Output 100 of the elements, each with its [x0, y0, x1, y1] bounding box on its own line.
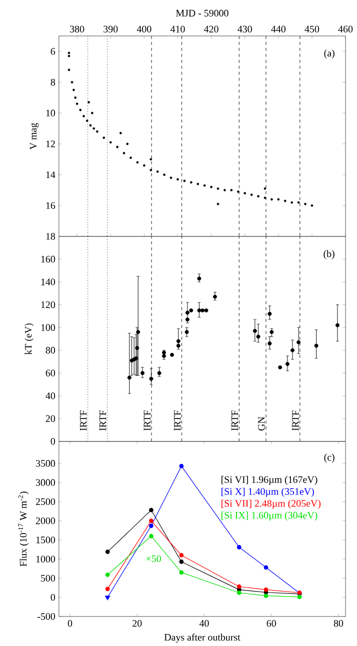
x-axis-title: Days after outburst [164, 634, 241, 643]
y-tick-label: 14 [46, 171, 56, 178]
point [237, 584, 242, 589]
y-tick-label: 3000 [36, 479, 56, 486]
point [186, 310, 190, 315]
ref-line-label: IRTF [292, 410, 299, 431]
point [296, 340, 301, 344]
point [179, 464, 184, 468]
y-tick-label: 100 [42, 324, 56, 331]
y-tick-label: -500 [38, 613, 56, 620]
point [253, 328, 258, 333]
ref-line-label: IRTF [232, 410, 238, 431]
point [176, 344, 181, 348]
point [336, 323, 340, 328]
point [106, 586, 110, 592]
y-tick-label: 40 [46, 392, 56, 400]
point [149, 376, 154, 381]
point [264, 587, 268, 592]
y-tick-label: 20 [46, 415, 56, 422]
ref-line-label: IRTF [144, 410, 151, 431]
x-tick-label: 410 [170, 26, 186, 32]
point [106, 572, 110, 577]
point [179, 560, 184, 564]
point [140, 371, 145, 376]
point [264, 594, 268, 598]
text: [Si VII] 2.48µm (205eV) [222, 500, 321, 509]
x-tick-label: 450 [304, 26, 320, 32]
point [278, 365, 282, 370]
y-tick-label: 120 [42, 301, 56, 308]
x-tick-label: 380 [70, 26, 84, 32]
y-tick-label: 0 [51, 594, 56, 601]
annotation: (c) [324, 454, 335, 463]
ref-line-label: IRTF [174, 410, 181, 431]
x-tick-label: 430 [238, 26, 252, 32]
point [149, 508, 154, 512]
x-tick-label: 0 [68, 620, 72, 627]
point [264, 565, 268, 570]
ref-line-label: GN [258, 416, 266, 431]
point [179, 570, 184, 575]
ref-line-label: IRTF [80, 410, 87, 431]
point [189, 308, 194, 312]
series-label: [Si X] 1.40µm (351eV) [222, 488, 314, 497]
y-tick-label: 2500 [36, 498, 56, 506]
x-tick-label: 60 [267, 620, 276, 627]
point [149, 534, 154, 538]
point [314, 344, 319, 348]
y-tick-label: 60 [46, 370, 56, 376]
annotation: ×50 [146, 555, 162, 562]
y-axis-title: V mag [30, 122, 39, 150]
y-tick-label: 80 [46, 346, 56, 354]
x-tick-label: 420 [204, 26, 219, 32]
point [268, 312, 272, 316]
y-tick-label: 8 [51, 78, 56, 86]
x-tick-label: 460 [338, 26, 353, 32]
point [170, 352, 174, 357]
x-axis-title: MJD - 59000 [176, 10, 229, 17]
point [105, 596, 110, 600]
point [204, 308, 208, 312]
point [256, 334, 260, 339]
point [200, 308, 205, 312]
text: [Si IX] 1.60µm (304eV) [222, 512, 318, 521]
point [197, 308, 202, 312]
point [298, 594, 302, 600]
point [185, 330, 190, 334]
y-tick-label: 160 [42, 256, 56, 263]
y-tick-label: 12 [46, 140, 56, 148]
point [237, 545, 242, 550]
point [286, 362, 290, 366]
annotation: (b) [324, 250, 335, 260]
ref-line-label: IRTF [100, 410, 106, 431]
y-tick-label: 10 [46, 110, 56, 116]
x-tick-label: 20 [132, 620, 142, 627]
y-tick-label: 2000 [36, 517, 56, 524]
point [149, 524, 154, 528]
y-axis-title: kT (eV) [24, 323, 34, 355]
x-tick-label: 80 [334, 620, 344, 627]
point [179, 553, 184, 558]
point [176, 339, 181, 344]
point [290, 348, 295, 352]
point [106, 550, 110, 554]
point [268, 341, 272, 346]
point [237, 590, 242, 595]
y-tick-label: 1000 [36, 556, 56, 562]
x-tick-label: 440 [271, 26, 286, 32]
point [135, 346, 140, 350]
x-tick-label: 400 [137, 26, 152, 32]
y-tick-label: 6 [51, 48, 56, 55]
y-tick-label: 16 [46, 202, 56, 209]
y-tick-label: 140 [42, 278, 56, 286]
y-axis-title: Flux (10$^{-17}$ W m$^{-2}$) [18, 492, 29, 566]
x-tick-label: 390 [104, 26, 118, 32]
point [149, 518, 154, 523]
annotation: (a) [324, 49, 335, 59]
x-tick-label: 40 [200, 620, 210, 627]
text: [Si VI] 1.96µm (167eV) [222, 476, 318, 485]
y-tick-label: 0 [51, 438, 56, 445]
y-tick-label: 3500 [36, 460, 56, 467]
y-tick-label: 18 [46, 233, 56, 240]
y-tick-label: 500 [41, 574, 56, 582]
y-tick-label: 1500 [36, 536, 56, 544]
